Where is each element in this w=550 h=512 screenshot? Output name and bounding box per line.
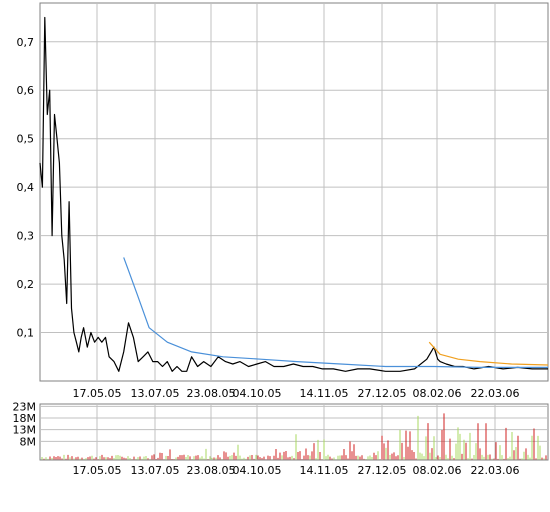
price-y-tick-label: 0,2 <box>17 278 35 291</box>
price-y-tick-label: 0,5 <box>17 133 35 146</box>
volume-x-tick-label: 17.05.05 <box>73 464 122 477</box>
volume-x-tick-label: 23.08.05 <box>187 464 236 477</box>
price-x-tick-label: 08.02.06 <box>413 387 462 400</box>
volume-plot-area <box>39 403 549 461</box>
price-x-tick-label: 04.10.05 <box>233 387 282 400</box>
price-x-tick-label: 14.11.05 <box>300 387 349 400</box>
volume-x-tick-label: 22.03.06 <box>471 464 520 477</box>
price-x-tick-label: 13.07.05 <box>131 387 180 400</box>
series-line-avg_long <box>123 257 548 368</box>
price-x-tick-label: 17.05.05 <box>73 387 122 400</box>
volume-y-tick-label: 13M <box>13 424 37 437</box>
volume-x-tick-label: 27.12.05 <box>358 464 407 477</box>
series-line-price <box>39 16 548 372</box>
volume-x-tick-label: 04.10.05 <box>233 464 282 477</box>
volume-x-tick-label: 13.07.05 <box>131 464 180 477</box>
volume-y-tick-label: 18M <box>13 412 37 425</box>
price-y-tick-label: 0,4 <box>17 181 35 194</box>
price-y-tick-label: 0,7 <box>17 36 35 49</box>
price-plot-area <box>39 2 549 382</box>
volume-x-tick-label: 08.02.06 <box>413 464 462 477</box>
price-y-tick-label: 0,1 <box>17 327 35 340</box>
price-x-tick-label: 23.08.05 <box>187 387 236 400</box>
price-x-tick-label: 22.03.06 <box>471 387 520 400</box>
series-line-avg_short <box>428 341 549 366</box>
volume-x-tick-label: 14.11.05 <box>300 464 349 477</box>
price-x-tick-label: 27.12.05 <box>358 387 407 400</box>
price-y-tick-label: 0,6 <box>17 84 35 97</box>
volume-y-tick-label: 23M <box>13 400 37 413</box>
price-y-tick-label: 0,3 <box>17 230 35 243</box>
volume-y-tick-label: 8M <box>20 435 37 448</box>
